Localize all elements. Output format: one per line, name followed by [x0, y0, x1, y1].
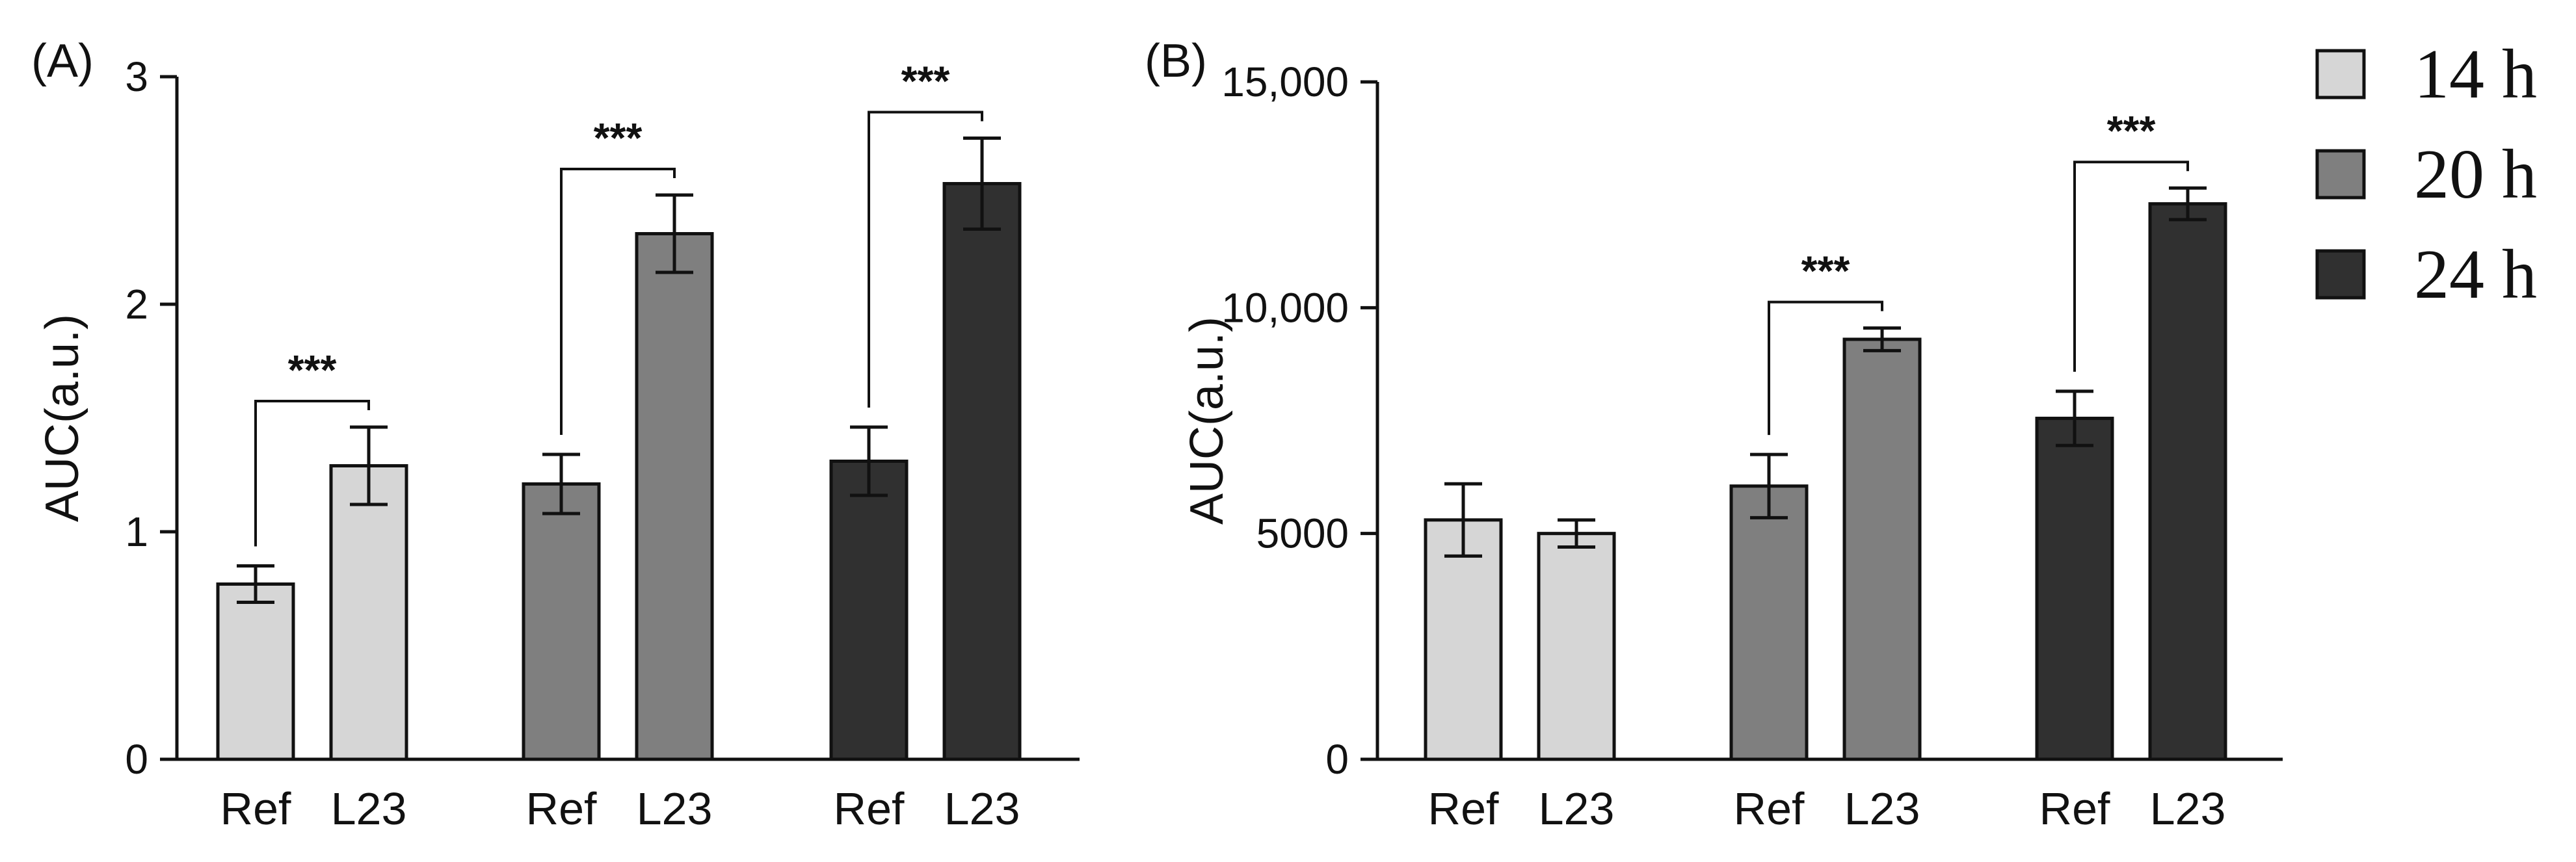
- x-category-label: Ref: [220, 783, 291, 834]
- legend-swatch-14h: [2315, 49, 2366, 99]
- legend-label: 20 h: [2414, 136, 2537, 213]
- panel-a-chart: (A) AUC(a.u.) 0 1 2 3 Ref L23 *** Ref L23 *** Ref L23…: [31, 35, 1080, 834]
- x-category-label: L23: [637, 783, 713, 834]
- y-tick-label: 10,000: [1221, 284, 1349, 331]
- x-category-label: L23: [1539, 783, 1615, 834]
- x-category-label: Ref: [1428, 783, 1499, 834]
- panel-label: (A): [31, 35, 94, 87]
- x-category-label: L23: [331, 783, 407, 834]
- bar-l23-24h: [2148, 202, 2227, 761]
- panel-label: (B): [1145, 35, 1207, 87]
- y-tick-label: 2: [125, 281, 148, 328]
- significance-bracket: [1768, 300, 1883, 436]
- significance-bracket: [2073, 161, 2189, 372]
- bar-ref-14h: [1424, 518, 1503, 761]
- x-category-label: L23: [944, 783, 1020, 834]
- y-tick-label: 0: [1325, 736, 1349, 783]
- panel-b-chart: (B) AUC(a.u.) 0 5000 10,000 15,000 Ref L23 Ref L2…: [1145, 35, 2283, 834]
- significance-bracket: [868, 111, 983, 408]
- legend-swatch-20h: [2315, 149, 2366, 200]
- legend-swatch-24h: [2315, 249, 2366, 300]
- bar-l23-14h: [329, 464, 408, 761]
- bar-ref-14h: [216, 582, 295, 761]
- bar-ref-24h: [829, 460, 909, 761]
- bar-l23-14h: [1537, 532, 1616, 761]
- bar-l23-24h: [942, 182, 1022, 761]
- y-tick-label: 3: [125, 53, 148, 100]
- significance-bracket: [254, 400, 370, 547]
- bar-ref-20h: [1729, 484, 1809, 761]
- x-category-label: Ref: [1734, 783, 1805, 834]
- x-category-label: L23: [1844, 783, 1920, 834]
- x-category-label: Ref: [526, 783, 597, 834]
- bar-ref-24h: [2035, 417, 2114, 761]
- legend-label: 24 h: [2414, 236, 2537, 313]
- x-category-label: L23: [2150, 783, 2226, 834]
- y-tick-label: 5000: [1256, 510, 1349, 557]
- y-tick-label: 1: [125, 508, 148, 555]
- significance-label: ***: [594, 114, 643, 161]
- y-tick-label: 15,000: [1221, 59, 1349, 105]
- x-category-label: Ref: [2039, 783, 2110, 834]
- significance-label: ***: [901, 58, 950, 105]
- bar-l23-20h: [1842, 337, 1922, 761]
- significance-label: ***: [288, 346, 337, 393]
- y-tick-label: 0: [125, 736, 148, 783]
- bar-l23-20h: [635, 232, 714, 761]
- significance-label: ***: [2107, 107, 2156, 154]
- y-axis-title: AUC(a.u.): [1181, 317, 1233, 525]
- legend-label: 14 h: [2414, 36, 2537, 113]
- legend: 14 h 20 h 24 h: [2315, 36, 2537, 313]
- x-category-label: Ref: [834, 783, 905, 834]
- y-axis-title: AUC(a.u.): [36, 314, 88, 522]
- significance-bracket: [560, 168, 676, 435]
- bar-ref-20h: [522, 482, 601, 761]
- significance-label: ***: [1801, 248, 1850, 294]
